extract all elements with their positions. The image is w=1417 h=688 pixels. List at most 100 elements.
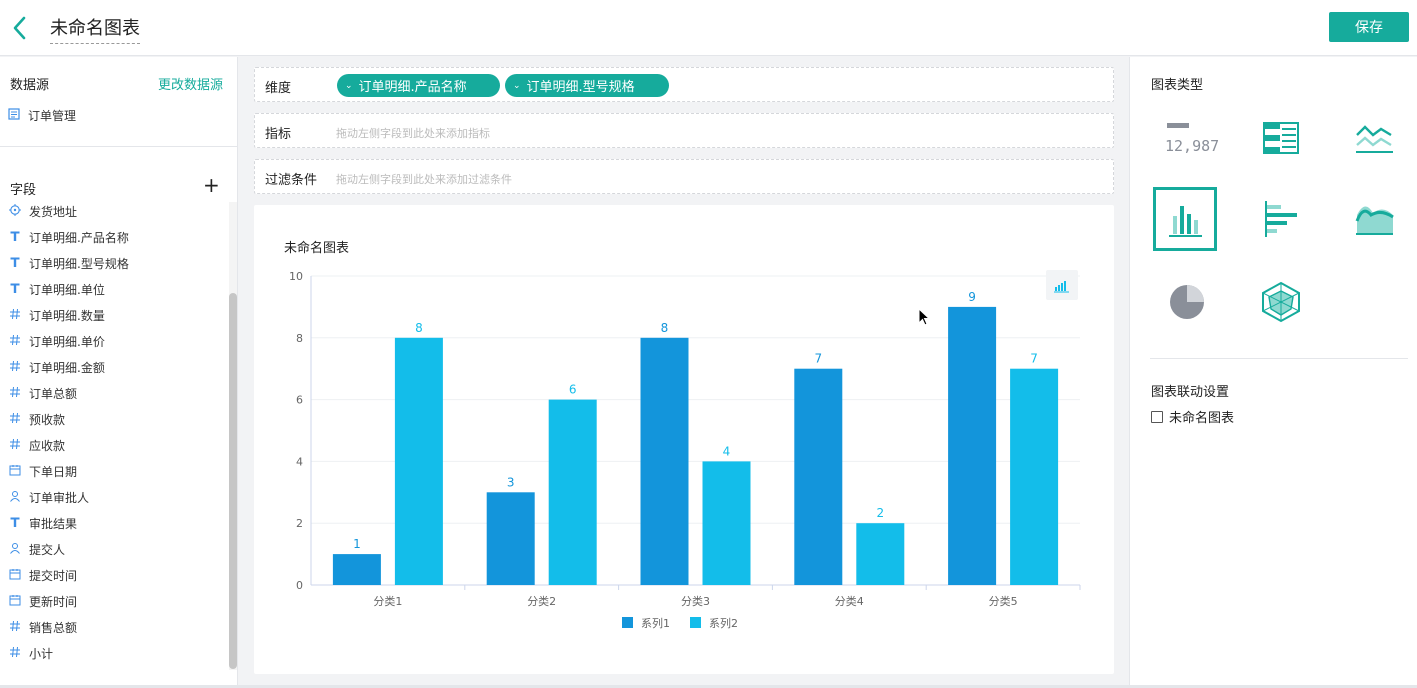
field-item[interactable]: 发货地址 [0, 198, 228, 224]
number-card-chart-icon[interactable]: 12,987 [1155, 105, 1219, 169]
field-item[interactable]: 订单明细.金额 [0, 354, 228, 380]
field-label: 提交时间 [29, 568, 78, 583]
chevron-down-icon: ⌄ [345, 80, 353, 91]
field-label: 小计 [29, 646, 54, 661]
bar [702, 461, 751, 585]
field-item[interactable]: 订单明细.产品名称 [0, 224, 228, 250]
chart-title-input[interactable]: 未命名图表 [50, 14, 140, 44]
scrollbar-thumb[interactable] [229, 293, 237, 669]
field-label: 下单日期 [29, 464, 78, 479]
chart-type-label: 图表类型 [1151, 78, 1204, 93]
horizontal-bar-chart-icon[interactable] [1249, 187, 1313, 251]
number-type-icon [8, 360, 21, 375]
bar [486, 492, 535, 585]
field-item[interactable]: 更新时间 [0, 588, 228, 614]
field-list: 发货地址订单明细.产品名称订单明细.型号规格 订单明细.单位 订单明细.数量订单明细… [0, 198, 228, 666]
data-label: 4 [723, 444, 731, 458]
mouse-cursor-icon [918, 308, 931, 326]
field-item[interactable]: 订单明细.单价 [0, 328, 228, 354]
checkbox[interactable] [1151, 410, 1163, 423]
x-tick-label: 分类1 [373, 594, 402, 608]
x-tick-label: 分类5 [989, 594, 1018, 608]
chart-card: 未命名图表 0 2 4 6 8 10 分类1 1 8 分类2 3 6 分类3 8 4 分类4 7 2 分类5 9 7 系列… [254, 205, 1114, 674]
fields-label: 字段 [10, 183, 37, 198]
number-type-icon [8, 438, 21, 453]
number-type-icon [8, 308, 21, 323]
table-chart-icon[interactable] [1249, 105, 1313, 169]
left-panel: 数据源 更改数据源 订单管理 字段 + 发货地址订单明细.产品名称订单明细.型号… [0, 57, 238, 685]
dimension-label: 维度 [265, 81, 292, 96]
number-type-icon [8, 386, 21, 401]
radar-chart-icon[interactable] [1249, 269, 1313, 333]
datasource-name: 订单管理 [28, 109, 77, 123]
field-label: 销售总额 [29, 620, 78, 635]
line-chart-icon[interactable] [1343, 105, 1407, 169]
dimension-pill[interactable]: ⌄ 订单明细.型号规格 [505, 74, 669, 97]
text-type-icon [8, 516, 21, 531]
field-item[interactable]: 提交人 [0, 536, 228, 562]
legend-label: 系列2 [709, 616, 738, 630]
dimension-pill[interactable]: ⌄ 订单明细.产品名称 [337, 74, 500, 97]
filter-dropzone[interactable]: 过滤条件 拖动左侧字段到此处来添加过滤条件 [254, 159, 1114, 194]
field-item[interactable]: 审批结果 [0, 510, 228, 536]
field-label: 更新时间 [29, 594, 78, 609]
field-item[interactable]: 提交时间 [0, 562, 228, 588]
text-type-icon [8, 256, 21, 271]
field-item[interactable]: 预收款 [0, 406, 228, 432]
data-label: 6 [569, 383, 577, 397]
field-item[interactable]: 订单明细.型号规格 [0, 250, 228, 276]
data-label: 1 [353, 537, 361, 551]
metric-hint: 拖动左侧字段到此处来添加指标 [336, 127, 490, 140]
datasource-item[interactable]: 订单管理 [8, 107, 76, 124]
number-type-icon [8, 620, 21, 635]
field-label: 订单明细.金额 [29, 360, 105, 375]
field-item[interactable]: 订单明细.数量 [0, 302, 228, 328]
field-label: 订单明细.产品名称 [29, 230, 129, 245]
filter-label: 过滤条件 [265, 173, 318, 188]
number-type-icon [8, 646, 21, 661]
datasource-label: 数据源 [10, 78, 50, 93]
save-button[interactable]: 保存 [1329, 12, 1409, 42]
change-datasource-link[interactable]: 更改数据源 [158, 78, 224, 93]
field-label: 订单明细.单价 [29, 334, 105, 349]
data-label: 3 [507, 475, 515, 489]
field-item[interactable]: 应收款 [0, 432, 228, 458]
add-field-icon[interactable]: + [203, 173, 220, 197]
form-icon [8, 108, 20, 123]
back-icon[interactable] [8, 14, 32, 42]
linkage-checkbox-item[interactable]: 未命名图表 [1151, 407, 1234, 426]
pie-chart-icon[interactable] [1155, 269, 1219, 333]
field-item[interactable]: 销售总额 [0, 614, 228, 640]
chevron-down-icon: ⌄ [513, 80, 521, 91]
chart-settings-button[interactable] [1046, 270, 1078, 300]
linkage-item-label: 未命名图表 [1169, 411, 1235, 426]
field-item[interactable]: 订单审批人 [0, 484, 228, 510]
field-item[interactable]: 订单总额 [0, 380, 228, 406]
y-tick-label: 8 [296, 332, 303, 345]
location-icon [8, 203, 21, 219]
bar-chart-icon [1054, 281, 1069, 293]
field-item[interactable]: 下单日期 [0, 458, 228, 484]
legend-label: 系列1 [641, 616, 670, 630]
bar [548, 399, 597, 585]
chart-linkage-label: 图表联动设置 [1151, 385, 1230, 400]
field-item[interactable]: 订单明细.单位 [0, 276, 228, 302]
dimension-dropzone[interactable]: 维度 ⌄ 订单明细.产品名称 ⌄ 订单明细.型号规格 [254, 67, 1114, 102]
bar [332, 554, 381, 585]
field-item[interactable]: 小计 [0, 640, 228, 666]
number-card-sample: 12,987 [1165, 137, 1219, 155]
x-tick-label: 分类2 [527, 594, 556, 608]
bar [1010, 368, 1059, 585]
data-label: 7 [814, 352, 822, 366]
area-chart-icon[interactable] [1343, 187, 1407, 251]
y-tick-label: 2 [296, 517, 303, 530]
dimension-pill-label: 订单明细.型号规格 [526, 80, 635, 95]
metric-dropzone[interactable]: 指标 拖动左侧字段到此处来添加指标 [254, 113, 1114, 148]
field-label: 发货地址 [29, 204, 78, 219]
x-tick-label: 分类4 [835, 594, 864, 608]
field-label: 订单总额 [29, 386, 78, 401]
data-label: 8 [415, 321, 423, 335]
right-panel: 图表类型 12,987 [1129, 57, 1417, 685]
bar-chart-type-icon[interactable] [1153, 187, 1217, 251]
top-bar: 未命名图表 保存 [0, 0, 1417, 56]
